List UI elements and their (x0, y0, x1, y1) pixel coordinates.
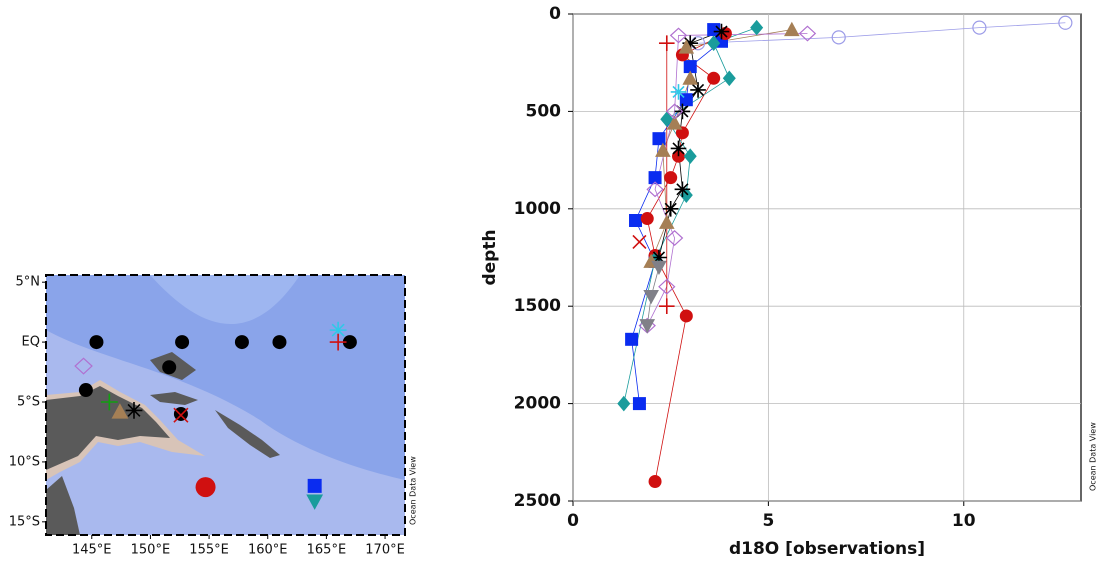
y-tick-label: 2500 (514, 491, 561, 511)
marker-circle (664, 171, 677, 184)
marker-down-triangle (639, 319, 655, 333)
marker-circle (89, 335, 103, 349)
marker-circle (641, 212, 654, 225)
marker-asterisk (675, 182, 691, 198)
marker-circle (162, 360, 176, 374)
x-tick-label: 150°E (131, 543, 171, 558)
marker-circle (680, 309, 693, 322)
marker-square (629, 214, 642, 227)
watermark: Ocean Data View (409, 456, 418, 525)
x-tick-label: 170°E (365, 543, 405, 558)
marker-triangle (784, 22, 800, 36)
x-tick-label: 0 (567, 511, 579, 531)
y-tick-label: 1000 (514, 199, 561, 219)
marker-asterisk (671, 84, 687, 100)
y-tick-label: 1500 (514, 296, 561, 316)
marker-circle (174, 407, 188, 421)
x-tick-label: 5 (762, 511, 774, 531)
marker-square (625, 333, 638, 346)
marker-square (308, 479, 322, 493)
marker-plus (659, 35, 675, 51)
marker-circle (175, 335, 189, 349)
y-tick-label: 15°S (9, 514, 40, 529)
y-tick-label: EQ (22, 335, 40, 350)
marker-diamond (617, 396, 630, 412)
marker-cross (633, 235, 646, 248)
y-tick-label: 5°N (16, 275, 41, 290)
figure: 145°E 150°E 155°E 160°E 165°E 170°E 5°N EQ 5°S 10… (0, 0, 1100, 565)
y-tick-label: 2000 (514, 394, 561, 414)
marker-square (633, 397, 646, 410)
marker-diamond (684, 148, 697, 164)
marker-asterisk (126, 402, 143, 419)
x-tick-label: 165°E (307, 543, 347, 558)
y-tick-label: 5°S (17, 395, 40, 410)
x-tick-label: 10 (952, 511, 976, 531)
y-tick-label: 10°S (9, 454, 40, 469)
marker-diamond (750, 20, 763, 36)
y-tick-label: 500 (526, 101, 562, 121)
marker-diamond (723, 70, 736, 86)
marker-plus (659, 298, 675, 314)
x-tick-label: 155°E (189, 543, 229, 558)
marker-asterisk (671, 141, 687, 157)
y-axis-label: depth (480, 229, 500, 285)
marker-circle (649, 475, 662, 488)
marker-asterisk (663, 201, 679, 217)
watermark: Ocean Data View (1089, 422, 1098, 491)
marker-square (652, 132, 665, 145)
marker-circle (272, 335, 286, 349)
marker-circle (79, 383, 93, 397)
map-background (46, 275, 405, 535)
x-tick-label: 160°E (248, 543, 288, 558)
marker-asterisk (714, 24, 730, 40)
marker-circle (707, 72, 720, 85)
marker-circle (196, 477, 216, 497)
marker-circle (235, 335, 249, 349)
marker-triangle (659, 215, 675, 229)
x-axis-label: d18O [observations] (729, 539, 925, 559)
x-tick-label: 145°E (72, 543, 112, 558)
y-tick-label: 0 (549, 4, 561, 24)
